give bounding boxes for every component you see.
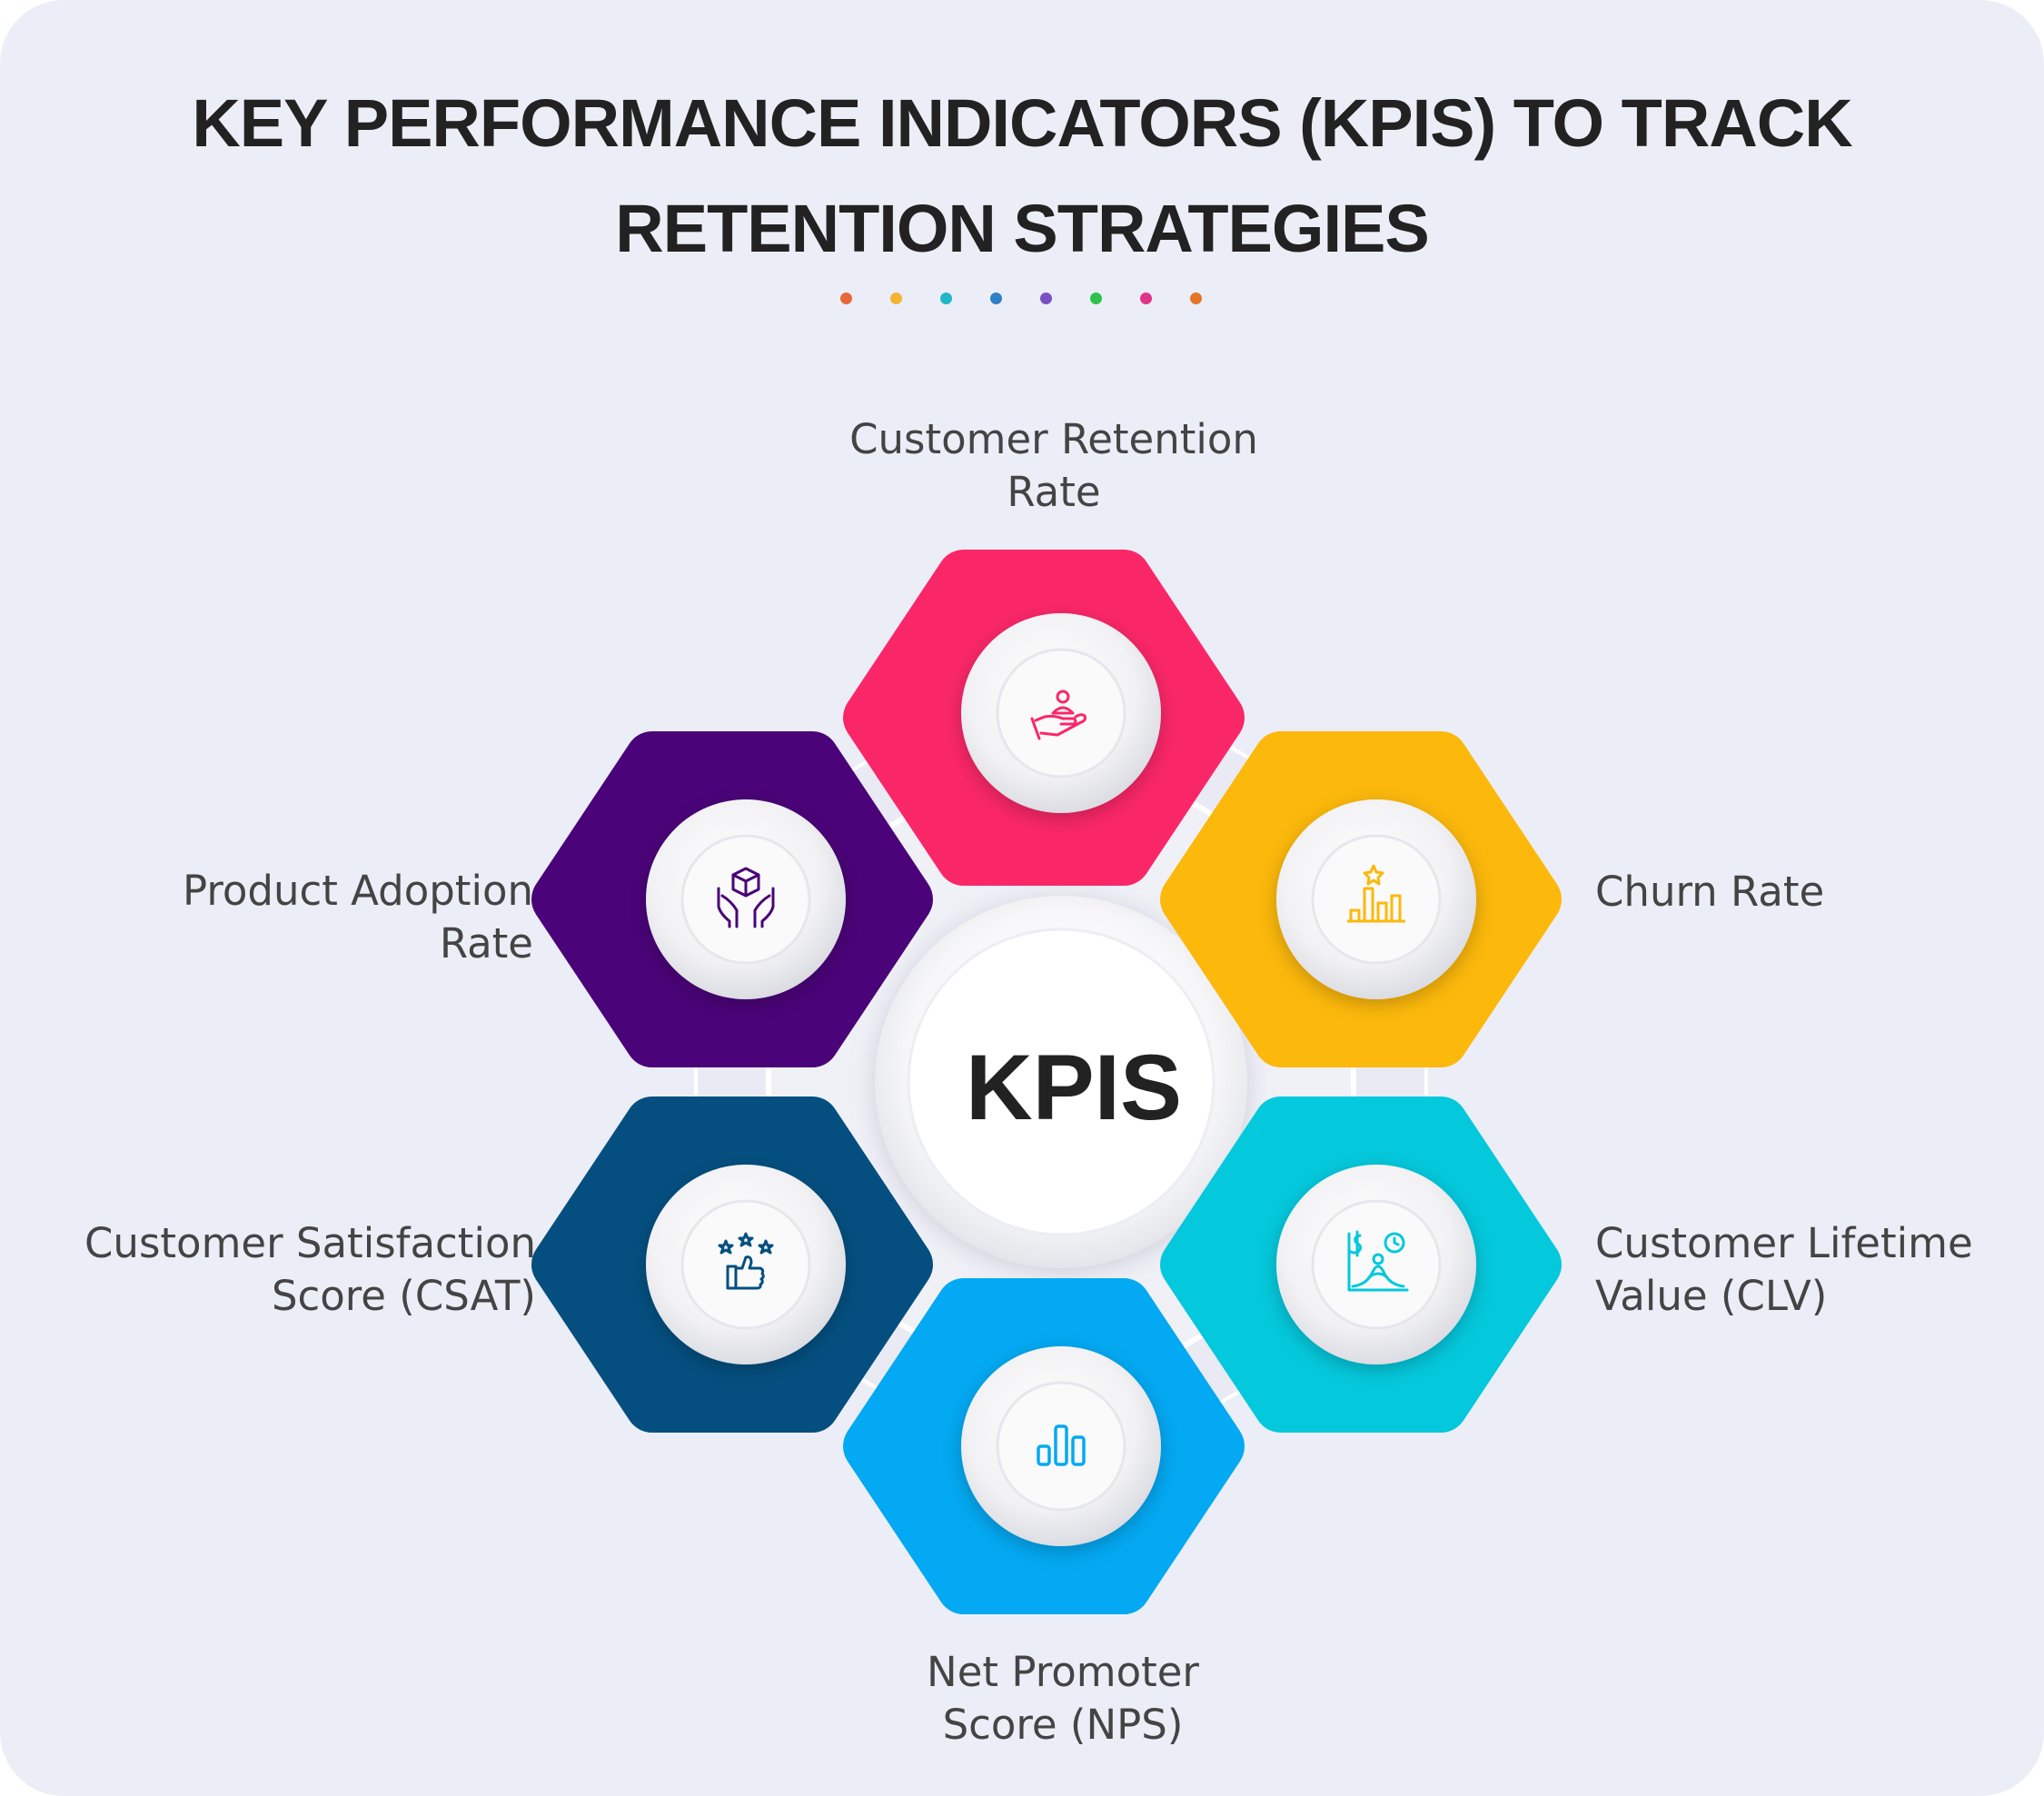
dot-5 [1040, 293, 1052, 304]
label-csat: Customer Satisfaction Score (CSAT) [27, 1217, 536, 1323]
coin-face-adoption [680, 834, 811, 965]
dot-6 [1090, 293, 1102, 304]
label-nps-line-1: Net Promoter [927, 1648, 1199, 1696]
title-line-2: RETENTION STRATEGIES [615, 191, 1429, 266]
label-nps: Net Promoter Score (NPS) [790, 1646, 1335, 1751]
dot-1 [840, 293, 852, 304]
label-clv: Customer Lifetime Value (CLV) [1595, 1217, 2022, 1323]
label-churn: Churn Rate [1595, 866, 1995, 918]
coin-face-csat [680, 1199, 811, 1330]
node-clv [1160, 1096, 1562, 1433]
hub-inner-circle [907, 928, 1215, 1236]
node-retention [843, 550, 1245, 886]
thumbs-up-stars-icon [718, 1232, 774, 1290]
dot-4 [990, 293, 1002, 304]
label-adoption: Product Adoption Rate [55, 865, 533, 970]
label-clv-line-1: Customer Lifetime [1595, 1219, 1973, 1267]
label-csat-line-2: Score (CSAT) [271, 1272, 536, 1320]
label-nps-line-2: Score (NPS) [942, 1701, 1184, 1749]
bar-chart-icon [1037, 1424, 1086, 1466]
hub-label: KPIS [966, 1036, 1182, 1139]
dollar-chart-clock-icon [1347, 1230, 1409, 1292]
label-churn-line-1: Churn Rate [1595, 868, 1825, 916]
label-csat-line-1: Customer Satisfaction [84, 1219, 536, 1267]
label-retention-line-2: Rate [1007, 468, 1101, 516]
dot-7 [1140, 293, 1152, 304]
page-title: KEY PERFORMANCE INDICATORS (KPIS) TO TRA… [0, 71, 2044, 282]
coin-face-churn [1311, 834, 1442, 965]
label-retention: Customer Retention Rate [781, 413, 1326, 519]
label-adoption-line-2: Rate [439, 919, 533, 967]
node-adoption [531, 731, 933, 1067]
hands-box-icon [717, 867, 775, 928]
dot-3 [940, 293, 952, 304]
bar-chart-star-icon [1347, 864, 1405, 923]
dot-2 [890, 293, 902, 304]
dot-8 [1190, 293, 1202, 304]
label-clv-line-2: Value (CLV) [1595, 1272, 1828, 1320]
label-retention-line-1: Customer Retention [849, 415, 1258, 463]
coin-face-nps [996, 1381, 1126, 1512]
node-csat [531, 1096, 933, 1433]
label-adoption-line-1: Product Adoption [182, 867, 533, 915]
node-churn [1160, 731, 1562, 1067]
title-line-1: KEY PERFORMANCE INDICATORS (KPIS) TO TRA… [192, 85, 1852, 161]
node-nps [843, 1278, 1245, 1614]
decorative-dots [0, 293, 2044, 311]
hand-holding-person-icon [1030, 690, 1086, 740]
